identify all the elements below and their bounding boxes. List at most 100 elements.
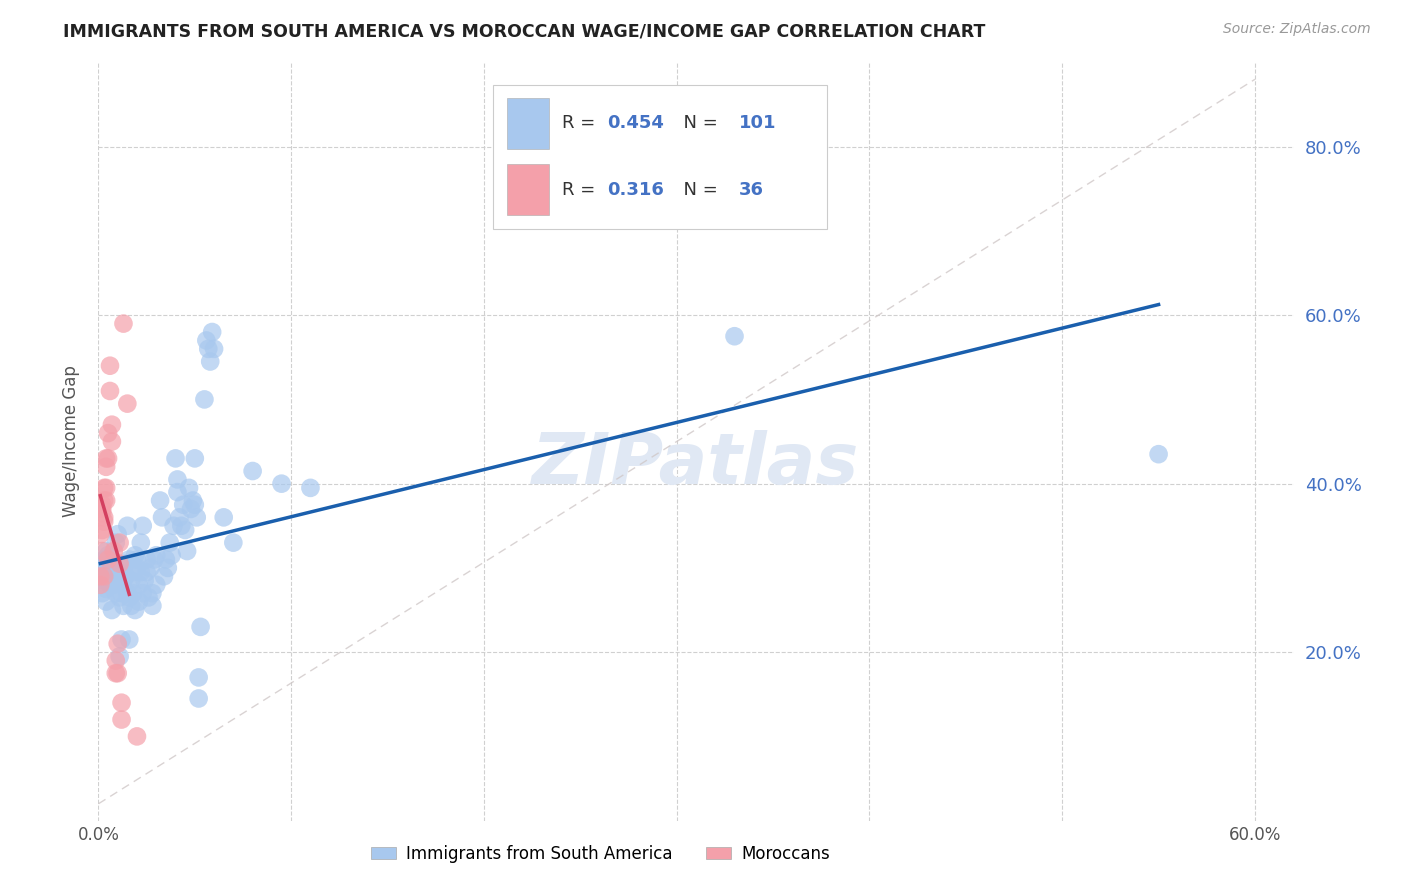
Point	[93, 552, 115, 566]
Point	[91, 586, 114, 600]
Point	[138, 591, 160, 605]
Point	[103, 557, 125, 571]
Point	[104, 666, 127, 681]
Point	[93, 574, 115, 588]
Point	[166, 473, 188, 487]
Point	[91, 498, 114, 512]
Point	[135, 552, 157, 566]
Point	[180, 502, 202, 516]
Point	[91, 557, 114, 571]
Point	[108, 557, 131, 571]
Point	[97, 426, 120, 441]
Point	[186, 510, 208, 524]
Point	[135, 565, 157, 579]
Point	[108, 535, 131, 549]
Point	[94, 481, 117, 495]
Point	[195, 334, 218, 348]
Point	[132, 518, 155, 533]
Point	[242, 464, 264, 478]
Point	[222, 535, 245, 549]
Point	[145, 578, 167, 592]
Text: N =: N =	[672, 180, 730, 199]
Point	[141, 586, 163, 600]
FancyBboxPatch shape	[508, 164, 548, 215]
Point	[299, 481, 322, 495]
Point	[129, 565, 152, 579]
Point	[97, 548, 120, 563]
Point	[181, 493, 204, 508]
Point	[129, 535, 152, 549]
Point	[108, 591, 131, 605]
Point	[160, 548, 183, 563]
Point	[110, 713, 132, 727]
Point	[125, 561, 148, 575]
Point	[104, 586, 127, 600]
Point	[150, 510, 173, 524]
Point	[162, 518, 184, 533]
Point	[197, 342, 219, 356]
Text: IMMIGRANTS FROM SOUTH AMERICA VS MOROCCAN WAGE/INCOME GAP CORRELATION CHART: IMMIGRANTS FROM SOUTH AMERICA VS MOROCCA…	[63, 22, 986, 40]
Point	[110, 561, 132, 575]
Point	[101, 417, 124, 432]
Point	[118, 591, 141, 605]
Point	[110, 632, 132, 647]
Point	[200, 354, 222, 368]
Text: ZIPatlas: ZIPatlas	[533, 430, 859, 499]
Point	[103, 578, 125, 592]
Point	[117, 518, 139, 533]
Point	[184, 498, 207, 512]
Point	[93, 510, 115, 524]
Point	[159, 535, 181, 549]
Text: 0.316: 0.316	[607, 180, 665, 199]
Point	[98, 384, 121, 398]
Point	[104, 561, 127, 575]
Point	[169, 510, 191, 524]
Point	[101, 552, 124, 566]
Point	[94, 594, 117, 608]
Point	[98, 359, 121, 373]
Point	[124, 548, 146, 563]
Point	[107, 565, 129, 579]
Point	[125, 730, 148, 744]
Point	[723, 329, 745, 343]
Point	[97, 565, 120, 579]
Point	[94, 451, 117, 466]
Point	[89, 527, 111, 541]
Point	[91, 506, 114, 520]
Point	[94, 459, 117, 474]
Point	[114, 569, 136, 583]
Point	[202, 342, 225, 356]
Point	[118, 552, 141, 566]
Point	[98, 561, 121, 575]
Point	[118, 632, 141, 647]
Point	[94, 493, 117, 508]
Text: R =: R =	[562, 180, 607, 199]
Point	[156, 561, 179, 575]
Point	[125, 552, 148, 566]
Point	[122, 565, 145, 579]
Point	[134, 574, 156, 588]
Point	[1147, 447, 1170, 461]
Point	[104, 535, 127, 549]
FancyBboxPatch shape	[508, 98, 548, 149]
Point	[120, 574, 142, 588]
Point	[128, 578, 150, 592]
Point	[141, 599, 163, 613]
Point	[89, 578, 111, 592]
Point	[93, 515, 115, 529]
Point	[201, 325, 224, 339]
Point	[112, 317, 135, 331]
Point	[98, 569, 121, 583]
Point	[93, 569, 115, 583]
Point	[107, 666, 129, 681]
Point	[110, 586, 132, 600]
Point	[91, 523, 114, 537]
Point	[97, 552, 120, 566]
Point	[117, 586, 139, 600]
Point	[117, 396, 139, 410]
Point	[98, 578, 121, 592]
Point	[103, 544, 125, 558]
Point	[97, 552, 120, 566]
Text: 36: 36	[740, 180, 763, 199]
Point	[187, 670, 209, 684]
